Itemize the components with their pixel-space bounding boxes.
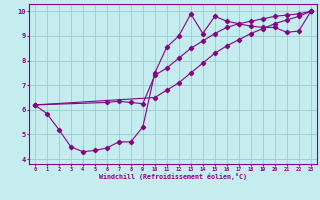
X-axis label: Windchill (Refroidissement éolien,°C): Windchill (Refroidissement éolien,°C) <box>99 173 247 180</box>
